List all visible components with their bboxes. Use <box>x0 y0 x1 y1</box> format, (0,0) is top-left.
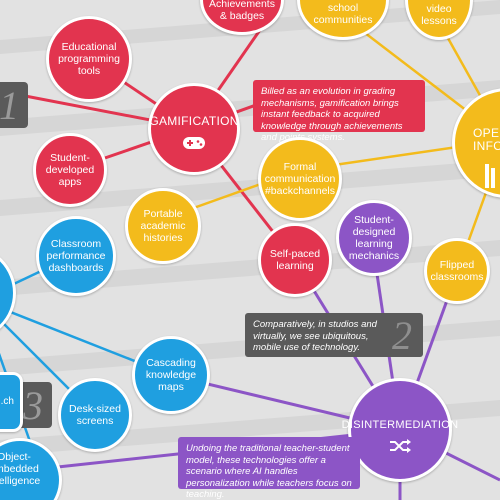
node-formal-communication[interactable]: Formal communication #backchannels <box>258 137 342 221</box>
node-desk-sized-screens[interactable]: Desk-sized screens <box>58 378 132 452</box>
callout-disintermediation: Undoing the traditional teacher-student … <box>178 437 360 500</box>
node-flipped-classrooms[interactable]: Flipped classrooms <box>424 238 490 304</box>
node-disintermediation[interactable]: DISINTERMEDIATION <box>342 378 458 482</box>
callout-ubiquitous-use: Comparatively, in studios and virtually,… <box>245 313 423 357</box>
node-student-developed-apps[interactable]: Student-developed apps <box>33 133 107 207</box>
callout-gamification: Billed as an evolution in grading mechan… <box>253 80 425 143</box>
shuffle-icon <box>390 439 411 453</box>
section-number-two: 2 <box>392 312 412 358</box>
node-cascading-knowledge-maps[interactable]: Cascading knowledge maps <box>132 336 210 414</box>
node-classroom-performance-dashboards[interactable]: Classroom performance dashboards <box>36 216 116 296</box>
node-portable-academic-histories[interactable]: Portable academic histories <box>125 188 201 264</box>
books-icon <box>485 164 495 188</box>
gamepad-icon <box>183 137 205 149</box>
section-number-one: 1 <box>0 82 28 128</box>
node-gamification[interactable]: GAMIFICATION <box>148 83 240 175</box>
node-self-paced-learning[interactable]: Self-paced learning <box>258 223 332 297</box>
node-students-partial[interactable]: ...dents ...ch <box>0 372 23 432</box>
node-student-designed-learning-mechanics[interactable]: Student-designed learning mechanics <box>336 200 412 276</box>
node-educational-programming-tools[interactable]: Educational programming tools <box>46 16 132 102</box>
